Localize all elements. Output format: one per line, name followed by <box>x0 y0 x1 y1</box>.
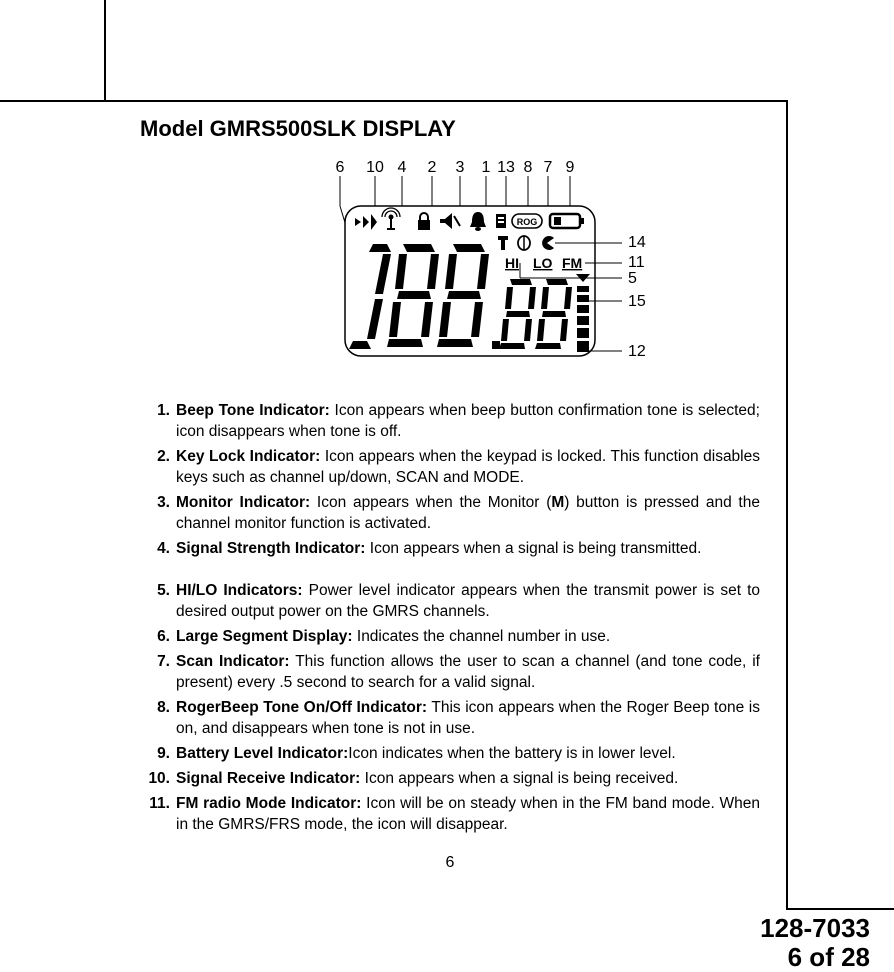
lcd-diagram: 6 10 4 2 3 1 13 8 7 9 <box>140 156 760 381</box>
page-title: Model GMRS500SLK DISPLAY <box>140 116 760 142</box>
gap <box>140 563 760 577</box>
rog-text: ROG <box>517 217 538 227</box>
def-9: 9.Battery Level Indicator:Icon indicates… <box>140 744 760 765</box>
lo-label: LO <box>533 255 553 271</box>
page-number: 6 <box>140 854 760 872</box>
def-10: 10.Signal Receive Indicator: Icon appear… <box>140 769 760 790</box>
hi-lo-fm-row: HI LO FM <box>505 255 582 271</box>
callout-15: 15 <box>628 293 646 310</box>
callout-12: 12 <box>628 343 646 360</box>
frame-top <box>0 100 788 102</box>
frame-bottom <box>786 908 894 910</box>
doc-icon <box>496 214 506 228</box>
content-area: Model GMRS500SLK DISPLAY 6 10 4 2 3 1 13… <box>140 116 760 872</box>
callout-8: 8 <box>524 159 533 176</box>
footer: 128-7033 6 of 28 <box>0 914 870 971</box>
def-2: 2.Key Lock Indicator: Icon appears when … <box>140 447 760 489</box>
footer-code: 128-7033 <box>0 914 870 943</box>
callouts-top: 6 10 4 2 3 1 13 8 7 9 <box>336 159 575 176</box>
callout-11: 11 <box>628 254 645 271</box>
fm-label: FM <box>562 255 582 271</box>
callout-6: 6 <box>336 159 345 176</box>
callout-14: 14 <box>628 234 646 251</box>
callout-7: 7 <box>544 159 553 176</box>
callout-5: 5 <box>628 270 637 287</box>
callout-10: 10 <box>366 159 384 176</box>
def-4: 4.Signal Strength Indicator: Icon appear… <box>140 539 760 560</box>
callout-13: 13 <box>497 159 515 176</box>
callout-1: 1 <box>482 159 491 176</box>
callouts-right: 14 11 5 15 12 <box>628 234 646 360</box>
def-5: 5.HI/LO Indicators: Power level indicato… <box>140 581 760 623</box>
callout-4: 4 <box>398 159 407 176</box>
callout-3: 3 <box>456 159 465 176</box>
footer-page: 6 of 28 <box>0 943 870 972</box>
def-7: 7.Scan Indicator: This function allows t… <box>140 652 760 694</box>
callout-2: 2 <box>428 159 437 176</box>
def-6: 6.Large Segment Display: Indicates the c… <box>140 627 760 648</box>
callout-9: 9 <box>566 159 575 176</box>
def-3: 3.Monitor Indicator: Icon appears when t… <box>140 493 760 535</box>
def-11: 11.FM radio Mode Indicator: Icon will be… <box>140 794 760 836</box>
frame-right <box>786 100 788 910</box>
hi-label: HI <box>505 255 519 271</box>
def-8: 8.RogerBeep Tone On/Off Indicator: This … <box>140 698 760 740</box>
frame-left <box>104 0 106 100</box>
definitions-list: 1.Beep Tone Indicator: Icon appears when… <box>140 401 760 836</box>
def-1: 1.Beep Tone Indicator: Icon appears when… <box>140 401 760 443</box>
